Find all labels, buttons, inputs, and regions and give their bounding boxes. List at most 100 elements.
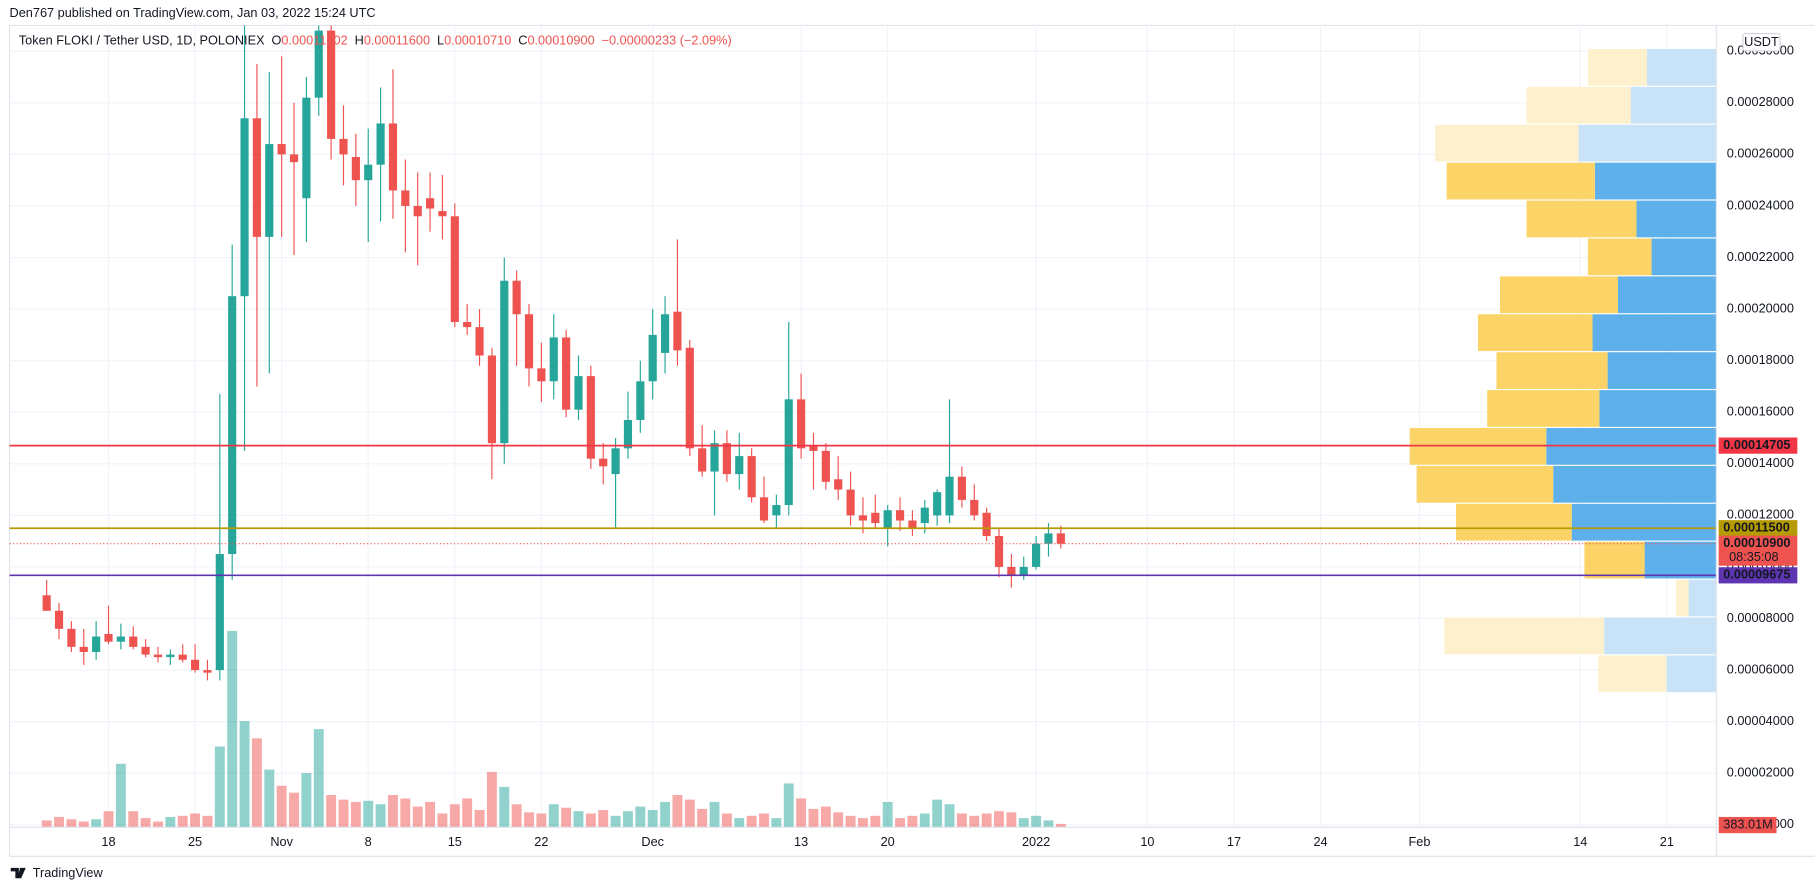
- profile-buy: [1444, 617, 1605, 655]
- profile-sell: [1578, 124, 1717, 162]
- volume-bar: [388, 794, 398, 828]
- candle-body: [512, 280, 521, 315]
- candle-body: [524, 314, 534, 369]
- candle-body: [79, 646, 88, 653]
- volume-bar: [548, 804, 559, 828]
- candle-body: [834, 479, 843, 490]
- volume-bar: [994, 811, 1004, 828]
- legend-key: H: [355, 33, 364, 48]
- candle-body: [1007, 566, 1016, 575]
- candle-body: [883, 510, 892, 529]
- candle-body: [537, 368, 546, 382]
- volume-label: 383.01M: [1723, 816, 1773, 831]
- x-tick-label: 10: [1140, 834, 1154, 849]
- candle-body: [153, 654, 163, 658]
- x-tick-label: 24: [1313, 834, 1327, 849]
- volume-bar: [684, 799, 695, 828]
- profile-sell: [1599, 390, 1717, 427]
- candle-body: [1044, 533, 1053, 544]
- profile-buy: [1477, 314, 1593, 352]
- volume-bar: [251, 738, 262, 828]
- candle-body: [636, 381, 645, 420]
- countdown: 08:35:08: [1729, 549, 1779, 564]
- profile-sell: [1688, 579, 1717, 617]
- candle-body: [933, 492, 942, 516]
- x-tick-label: 15: [448, 834, 462, 849]
- legend-key: C: [518, 33, 527, 48]
- volume-bar: [338, 799, 349, 828]
- y-tick-label: 0.00006000: [1727, 661, 1794, 676]
- y-tick-label: 0.00018000: [1727, 352, 1794, 367]
- x-tick-label: 2022: [1022, 834, 1050, 849]
- volume-bar: [796, 798, 807, 828]
- candle-body: [871, 512, 880, 524]
- symbol: Token FLOKI / Tether USD, 1D, POLONIEX: [19, 33, 265, 48]
- volume-bar: [833, 812, 844, 828]
- legend-key: L: [437, 33, 444, 48]
- candle-body: [1032, 543, 1041, 567]
- candle-body: [252, 118, 261, 237]
- price-label: 0.00009675: [1723, 567, 1790, 582]
- x-tick-label: Feb: [1409, 834, 1431, 849]
- volume-bar: [177, 815, 188, 828]
- volume-bar: [672, 794, 683, 828]
- volume-bar: [202, 815, 213, 828]
- volume-bar: [697, 808, 708, 828]
- legend-value: 0.00010900: [527, 33, 594, 48]
- price-label: 0.00011500: [1723, 520, 1790, 535]
- volume-bar: [647, 810, 658, 828]
- volume-bar: [375, 804, 386, 828]
- candle-body: [67, 628, 76, 647]
- candle-body: [1056, 533, 1065, 544]
- y-tick-label: 0.00028000: [1727, 94, 1794, 109]
- volume-bar: [499, 786, 510, 828]
- y-tick-label: 0.00020000: [1727, 300, 1794, 315]
- candle-body: [463, 321, 472, 328]
- profile-buy: [1435, 124, 1579, 162]
- x-tick-label: 8: [365, 834, 372, 849]
- candle-body: [945, 476, 954, 516]
- volume-bar: [981, 813, 992, 828]
- volume-bar: [1006, 812, 1017, 828]
- volume-bar: [140, 818, 151, 828]
- x-tick-label: Nov: [270, 834, 293, 849]
- candle-body: [351, 156, 360, 181]
- candle-body: [228, 296, 237, 555]
- candle-body: [549, 337, 558, 382]
- brand-name: TradingView: [33, 865, 104, 880]
- volume-bar: [635, 806, 646, 828]
- x-tick-label: 25: [188, 834, 202, 849]
- candle-body: [92, 636, 101, 653]
- profile-sell: [1592, 314, 1717, 352]
- volume-bar: [610, 815, 621, 828]
- profile-buy: [1455, 503, 1572, 541]
- candle-body: [994, 535, 1004, 567]
- profile-buy: [1496, 352, 1608, 389]
- candle-body: [339, 138, 348, 155]
- candle-body: [413, 205, 422, 217]
- volume-bar: [536, 813, 547, 828]
- candle-body: [129, 636, 138, 647]
- volume-bar: [783, 783, 794, 828]
- profile-buy: [1446, 162, 1595, 200]
- volume-bar: [932, 799, 943, 828]
- volume-bar: [313, 729, 324, 828]
- volume-bar: [363, 800, 374, 828]
- candle-body: [475, 327, 484, 356]
- volume-bar: [598, 810, 609, 828]
- candle-body: [772, 505, 781, 516]
- volume-bar: [425, 801, 436, 828]
- grid: [9, 25, 1717, 828]
- volume-label-box: [1718, 816, 1777, 834]
- candle-body: [685, 347, 694, 449]
- candle-body: [660, 314, 670, 353]
- candle-body: [735, 456, 744, 475]
- volume-bar: [165, 816, 176, 828]
- volume-bar: [128, 811, 139, 828]
- profile-sell: [1630, 86, 1717, 124]
- candle-body: [574, 376, 583, 410]
- profile-sell: [1553, 465, 1717, 503]
- candle-body: [289, 154, 299, 163]
- y-tick-label: 0.00002000: [1727, 765, 1794, 780]
